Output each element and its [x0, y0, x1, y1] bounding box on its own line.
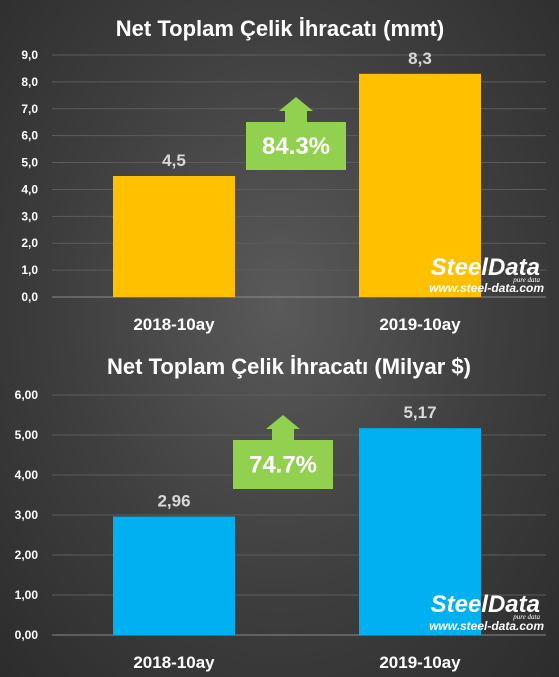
watermark-brand: SteelData [431, 591, 540, 618]
bar [113, 516, 235, 635]
change-label: 74.7% [249, 452, 317, 479]
bar [359, 73, 481, 297]
data-label: 8,3 [408, 49, 432, 68]
up-arrow-icon [266, 415, 300, 442]
bar [113, 176, 235, 297]
bar [359, 428, 481, 635]
y-tick-label: 5,0 [21, 156, 38, 170]
data-label: 5,17 [403, 403, 436, 422]
up-arrow-icon [279, 97, 313, 124]
change-arrow: 74.7% [233, 415, 333, 489]
x-tick-label: 2018-10ay [133, 315, 215, 334]
watermark-tagline: pure data [512, 613, 540, 621]
data-label: 4,5 [162, 151, 186, 170]
data-label: 2,96 [157, 492, 190, 511]
watermark-url: www.steel-data.com [429, 281, 544, 295]
chart-title: Net Toplam Çelik İhracatı (mmt) [116, 16, 444, 41]
chart-title: Net Toplam Çelik İhracatı (Milyar $) [107, 354, 471, 379]
y-tick-label: 1,00 [15, 588, 39, 602]
y-tick-label: 0,00 [15, 628, 39, 642]
watermark: SteelData pure data www.steel-data.com [429, 254, 544, 295]
y-tick-label: 0,0 [21, 290, 38, 304]
watermark: SteelData pure data www.steel-data.com [429, 591, 544, 633]
y-tick-label: 3,00 [15, 508, 39, 522]
watermark-brand: SteelData [431, 254, 540, 281]
x-tick-label: 2019-10ay [379, 315, 461, 334]
y-tick-label: 6,0 [21, 129, 38, 143]
change-box [233, 440, 333, 489]
y-tick-label: 4,00 [15, 468, 39, 482]
change-label: 84.3% [262, 133, 330, 160]
y-tick-label: 8,0 [21, 75, 38, 89]
change-arrow: 84.3% [246, 97, 346, 170]
y-tick-label: 9,0 [21, 48, 38, 62]
y-tick-label: 2,00 [15, 548, 39, 562]
y-tick-label: 5,00 [15, 428, 39, 442]
y-tick-label: 1,0 [21, 263, 38, 277]
y-tick-label: 6,00 [15, 388, 39, 402]
y-tick-label: 2,0 [21, 236, 38, 250]
chart-value: Net Toplam Çelik İhracatı (Milyar $) 0,0… [15, 354, 546, 672]
watermark-url: www.steel-data.com [429, 619, 544, 633]
change-box [246, 122, 346, 170]
x-tick-label: 2018-10ay [133, 653, 215, 672]
x-tick-label: 2019-10ay [379, 653, 461, 672]
y-tick-label: 3,0 [21, 209, 38, 223]
watermark-tagline: pure data [512, 276, 540, 284]
y-tick-label: 7,0 [21, 102, 38, 116]
y-tick-label: 4,0 [21, 182, 38, 196]
chart-ton: Net Toplam Çelik İhracatı (mmt) 0,0 1,0 2,… [21, 16, 546, 334]
